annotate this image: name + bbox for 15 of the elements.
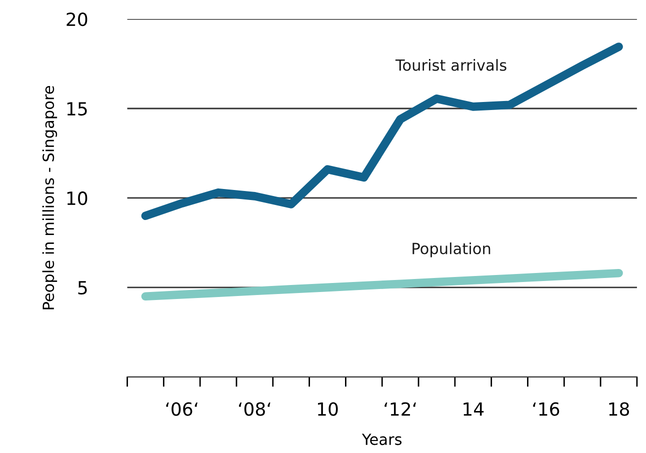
x-tick-label: ‘12‘ — [384, 402, 416, 416]
x-tick-label: 14 — [464, 402, 484, 416]
x-tick-label: ‘06‘ — [166, 402, 198, 416]
x-tick-label: 18 — [609, 402, 630, 416]
x-tick-label: 10 — [318, 402, 338, 416]
x-axis-title: Years — [362, 434, 402, 446]
x-tick-label: ‘08‘ — [238, 402, 270, 416]
y-tick-label: 5 — [78, 281, 87, 295]
y-tick-label: 10 — [67, 191, 88, 206]
x-tick-label: ‘16 — [533, 402, 560, 416]
text: Tourist arrivals — [395, 59, 506, 71]
y-tick-label: 15 — [67, 102, 87, 116]
y-tick-label: 20 — [66, 12, 88, 26]
series-label: Population — [412, 242, 490, 258]
y-axis-title: People in millions - Singapore — [42, 86, 58, 310]
